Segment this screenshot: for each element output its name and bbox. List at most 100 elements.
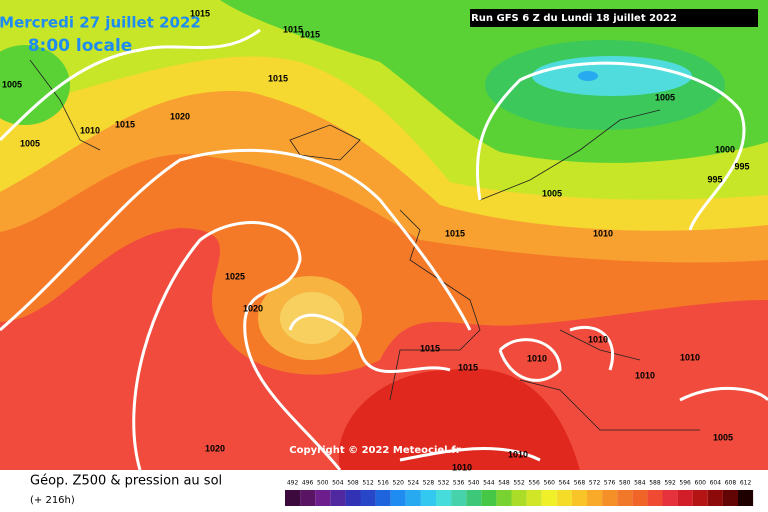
colorbar-cell	[330, 490, 346, 506]
isobar-label: 1020	[243, 303, 263, 313]
colorbar-label: 588	[649, 480, 661, 487]
colorbar-label: 592	[664, 480, 676, 487]
colorbar-label: 500	[317, 480, 329, 487]
colorbar-label: 512	[362, 480, 374, 487]
colorbar-label: 556	[528, 480, 540, 487]
colorbar-cell	[662, 490, 678, 506]
colorbar-label: 576	[604, 480, 616, 487]
run-box	[470, 9, 758, 27]
colorbar-label: 552	[513, 480, 525, 487]
colorbar-label: 564	[559, 480, 571, 487]
isobar-label: 995	[707, 174, 722, 184]
colorbar-cell	[556, 490, 572, 506]
run-info: Run GFS 6 Z du Lundi 18 juillet 2022	[471, 13, 677, 24]
isobar-label: 995	[734, 161, 749, 171]
colorbar-cell	[587, 490, 603, 506]
isobar-label: 1005	[713, 432, 733, 442]
colorbar-label: 504	[332, 480, 344, 487]
colorbar-label: 596	[679, 480, 691, 487]
isobar-label: 1005	[542, 188, 562, 198]
isobar-label: 1015	[445, 228, 465, 238]
colorbar-label: 520	[393, 480, 405, 487]
colorbar-cell	[632, 490, 648, 506]
colorbar-label: 544	[483, 480, 495, 487]
colorbar-cell	[541, 490, 557, 506]
colorbar-cell	[738, 490, 754, 506]
isobar-label: 1010	[680, 352, 700, 362]
isobar-label: 1015	[458, 362, 478, 372]
colorbar-label: 580	[619, 480, 631, 487]
isobar-label: 1015	[420, 343, 440, 353]
isobar-label: 1015	[190, 8, 210, 18]
colorbar-label: 496	[302, 480, 314, 487]
colorbar-cell	[511, 490, 527, 506]
isobar-label: 1000	[715, 144, 735, 154]
colorbar-cell	[390, 490, 406, 506]
isobar-label: 1010	[588, 334, 608, 344]
colorbar-label: 540	[468, 480, 480, 487]
colorbar-cell	[722, 490, 738, 506]
isobar	[0, 28, 768, 471]
isobar-label: 1010	[80, 125, 100, 135]
footer-title: Géop. Z500 & pression au sol	[30, 474, 222, 489]
isobar-label: 1010	[593, 228, 613, 238]
isobar-label: 1015	[283, 24, 303, 34]
footer-lead: (+ 216h)	[30, 495, 75, 506]
isobar-label: 1010	[527, 353, 547, 363]
isobar-label: 1015	[268, 73, 288, 83]
isobar-label: 1010	[508, 449, 528, 459]
colorbar-cell	[375, 490, 391, 506]
copyright: Copyright © 2022 Meteociel.fr	[289, 445, 460, 456]
field	[338, 368, 580, 470]
isobar-label: 1005	[655, 92, 675, 102]
colorbar-label: 516	[377, 480, 389, 487]
colorbar-label: 600	[695, 480, 707, 487]
isobar-label: 1005	[20, 138, 40, 148]
colorbar-cell	[451, 490, 467, 506]
colorbar-cell	[300, 490, 316, 506]
colorbar-label: 572	[589, 480, 601, 487]
isobar-label: 1020	[205, 443, 225, 453]
date: Mercredi 27 juillet 2022	[0, 14, 201, 32]
isobar-label: 1010	[635, 370, 655, 380]
colorbar-label: 548	[498, 480, 510, 487]
colorbar-cell	[526, 490, 542, 506]
colorbar-cell	[345, 490, 361, 506]
colorbar-cell	[315, 490, 331, 506]
colorbar-cell	[481, 490, 497, 506]
colorbar-label: 604	[710, 480, 722, 487]
colorbar-cell	[466, 490, 482, 506]
isobar-label: 1025	[225, 271, 245, 281]
colorbar-cell	[677, 490, 693, 506]
field	[578, 71, 598, 81]
colorbar-label: 536	[453, 480, 465, 487]
time: 8:00 locale	[28, 36, 133, 56]
colorbar-label: 492	[287, 480, 299, 487]
colorbar-cell	[617, 490, 633, 506]
colorbar-cell	[496, 490, 512, 506]
isobar-label: 1005	[2, 79, 22, 89]
colorbar-label: 532	[438, 480, 450, 487]
isobar-label: 1020	[170, 111, 190, 121]
colorbar-cell	[420, 490, 436, 506]
colorbar-cell	[360, 490, 376, 506]
field	[0, 45, 70, 125]
colorbar-label: 568	[574, 480, 586, 487]
colorbar-label: 508	[347, 480, 359, 487]
colorbar-label: 528	[423, 480, 435, 487]
isobar-label: 1015	[115, 119, 135, 129]
colorbar-label: 524	[408, 480, 420, 487]
colorbar-cell	[405, 490, 421, 506]
colorbar-cell	[692, 490, 708, 506]
colorbar-label: 560	[544, 480, 556, 487]
isobar-label: 1010	[452, 462, 472, 472]
colorbar-cell	[647, 490, 663, 506]
field	[280, 292, 344, 344]
colorbar-cell	[436, 490, 452, 506]
colorbar-cell	[571, 490, 587, 506]
coastline	[29, 59, 700, 431]
colorbar-label: 612	[740, 480, 752, 487]
colorbar-label: 608	[725, 480, 737, 487]
colorbar-cell	[285, 490, 301, 506]
